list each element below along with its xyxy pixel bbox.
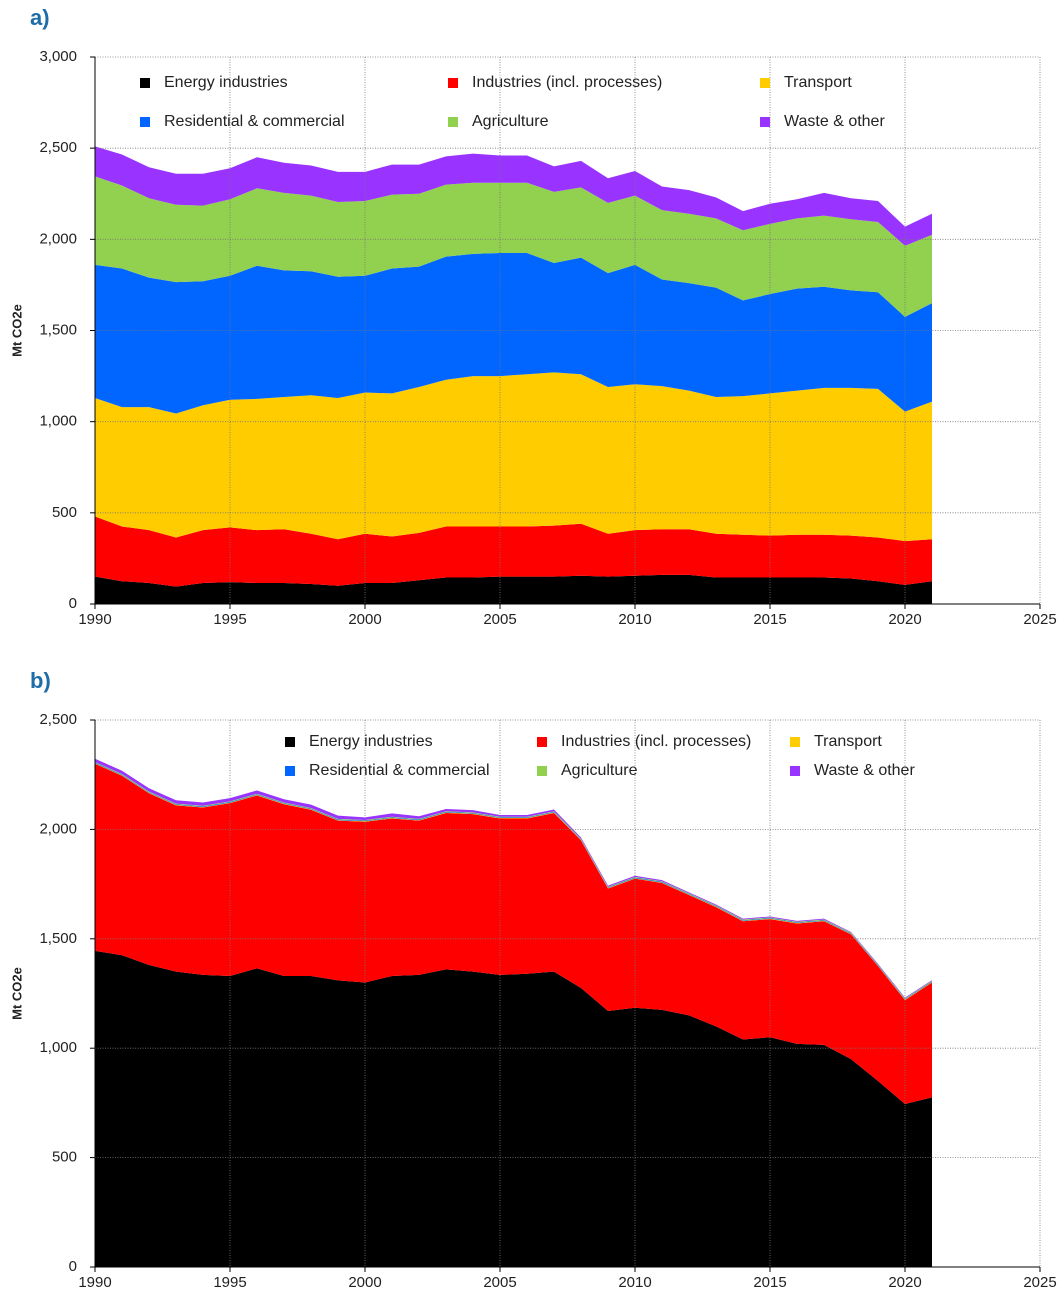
y-tick-label: 0 xyxy=(69,1258,77,1275)
y-tick-label: 500 xyxy=(52,1149,77,1166)
legend-label: Residential & commercial xyxy=(164,113,345,130)
x-tick-label: 1995 xyxy=(213,1274,246,1291)
area xyxy=(95,516,932,587)
legend-swatch xyxy=(448,78,458,88)
x-tick-label: 2005 xyxy=(483,611,516,628)
area xyxy=(95,574,932,604)
y-tick-label: 2,000 xyxy=(39,230,77,247)
legend-label: Transport xyxy=(784,74,852,91)
x-tick-label: 2000 xyxy=(348,1274,381,1291)
chart-title: b) xyxy=(30,668,51,693)
legend-label: Waste & other xyxy=(784,113,885,130)
chart-title: a) xyxy=(30,5,50,30)
x-tick-label: 2015 xyxy=(753,611,786,628)
area xyxy=(95,146,932,246)
legend-swatch xyxy=(537,737,547,747)
area xyxy=(95,372,932,542)
legend-label: Industries (incl. processes) xyxy=(472,74,662,91)
legend-swatch xyxy=(760,78,770,88)
legend-swatch xyxy=(140,78,150,88)
y-tick-label: 1,500 xyxy=(39,930,77,947)
y-tick-label: 3,000 xyxy=(39,48,77,65)
y-axis-label: Mt CO2e xyxy=(9,967,24,1020)
legend-label: Waste & other xyxy=(814,762,915,779)
legend-swatch xyxy=(760,117,770,127)
x-tick-label: 2005 xyxy=(483,1274,516,1291)
y-tick-label: 0 xyxy=(69,595,77,612)
x-tick-label: 2010 xyxy=(618,611,651,628)
y-tick-label: 1,000 xyxy=(39,1039,77,1056)
x-tick-label: 1990 xyxy=(78,611,111,628)
x-tick-label: 1995 xyxy=(213,611,246,628)
x-tick-label: 2000 xyxy=(348,611,381,628)
legend-swatch xyxy=(790,766,800,776)
legend-label: Industries (incl. processes) xyxy=(561,733,751,750)
legend-swatch xyxy=(448,117,458,127)
area xyxy=(95,763,932,1104)
y-tick-label: 1,500 xyxy=(39,321,77,338)
x-tick-label: 2025 xyxy=(1023,1274,1056,1291)
area xyxy=(95,253,932,414)
legend-swatch xyxy=(537,766,547,776)
y-tick-label: 2,500 xyxy=(39,139,77,156)
legend-label: Residential & commercial xyxy=(309,762,490,779)
legend-swatch xyxy=(285,766,295,776)
y-tick-label: 2,500 xyxy=(39,711,77,728)
legend-label: Agriculture xyxy=(561,762,638,779)
legend-swatch xyxy=(790,737,800,747)
legend-label: Energy industries xyxy=(164,74,288,91)
legend-label: Energy industries xyxy=(309,733,433,750)
y-axis-label: Mt CO2e xyxy=(9,304,24,357)
legend-swatch xyxy=(285,737,295,747)
legend-swatch xyxy=(140,117,150,127)
legend-label: Agriculture xyxy=(472,113,549,130)
y-tick-label: 2,000 xyxy=(39,820,77,837)
x-tick-label: 2020 xyxy=(888,1274,921,1291)
x-tick-label: 2015 xyxy=(753,1274,786,1291)
legend-label: Transport xyxy=(814,733,882,750)
x-tick-label: 2025 xyxy=(1023,611,1056,628)
y-tick-label: 1,000 xyxy=(39,413,77,430)
area xyxy=(95,176,932,317)
x-tick-label: 1990 xyxy=(78,1274,111,1291)
x-tick-label: 2020 xyxy=(888,611,921,628)
x-tick-label: 2010 xyxy=(618,1274,651,1291)
y-tick-label: 500 xyxy=(52,504,77,521)
area xyxy=(95,950,932,1267)
